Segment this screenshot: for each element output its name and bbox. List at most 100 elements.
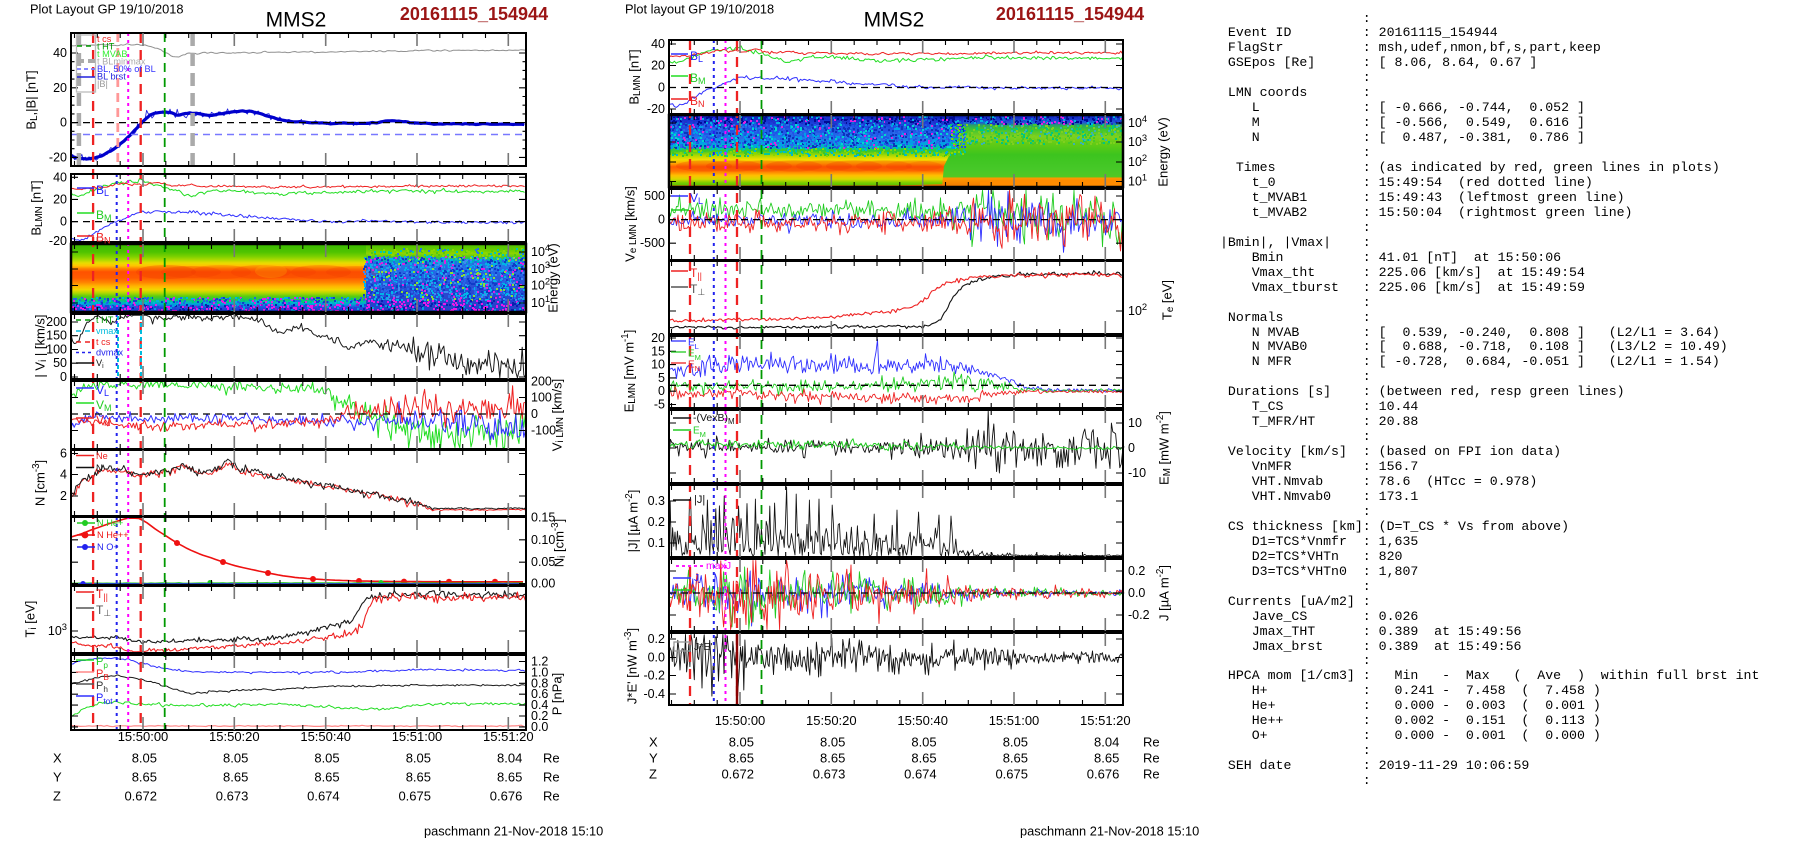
svg-text:20: 20 — [53, 192, 67, 206]
svg-text:0.05: 0.05 — [531, 555, 555, 569]
svg-text:Re: Re — [1143, 767, 1160, 782]
svg-text:100: 100 — [46, 343, 67, 357]
svg-text:8.05: 8.05 — [314, 751, 339, 766]
svg-text:0.672: 0.672 — [721, 767, 754, 782]
svg-text:8.05: 8.05 — [820, 735, 845, 750]
svg-text:15:51:00: 15:51:00 — [989, 713, 1040, 728]
svg-text:2: 2 — [60, 489, 67, 503]
svg-text:Vi LMN​ [km/s]: Vi LMN​ [km/s] — [550, 379, 566, 451]
svg-text:P [nPa]: P [nPa] — [550, 673, 565, 715]
svg-text:0.2: 0.2 — [648, 632, 665, 646]
svg-text:maxJ: maxJ — [706, 560, 731, 572]
svg-text:0: 0 — [658, 81, 665, 95]
svg-text:X: X — [649, 735, 658, 750]
svg-text:8.65: 8.65 — [223, 770, 248, 785]
svg-text:-20: -20 — [647, 102, 665, 116]
svg-text:Energy (eV): Energy (eV) — [546, 243, 561, 312]
svg-text:8.65: 8.65 — [729, 751, 754, 766]
svg-text:0: 0 — [531, 407, 538, 421]
svg-text:0: 0 — [60, 116, 67, 130]
svg-text:|J|: |J| — [694, 494, 705, 506]
svg-text:8.65: 8.65 — [911, 751, 936, 766]
svg-text:0.6: 0.6 — [531, 687, 548, 701]
svg-text:paschmann 21-Nov-2018 15:10: paschmann 21-Nov-2018 15:10 — [1020, 824, 1199, 839]
svg-text:0: 0 — [658, 384, 665, 398]
svg-text:Ptot​: Ptot​ — [96, 692, 113, 706]
svg-text:t BLminmax: t BLminmax — [97, 57, 146, 67]
svg-text:200: 200 — [531, 375, 552, 389]
svg-text:15: 15 — [651, 344, 665, 358]
svg-text:0.673: 0.673 — [216, 789, 249, 804]
svg-text:ELMN​ [mV m-1​]: ELMN​ [mV m-1​] — [620, 330, 638, 413]
svg-text:BN​: BN​ — [96, 231, 111, 246]
svg-text:BM​: BM​ — [690, 71, 706, 86]
svg-text:Re: Re — [543, 789, 560, 804]
svg-text:t cs: t cs — [96, 337, 111, 347]
svg-text:15:50:20: 15:50:20 — [806, 713, 857, 728]
svg-text:N [cm-3​]: N [cm-3​] — [31, 460, 48, 506]
svg-text:N He+: N He+ — [97, 518, 123, 528]
svg-text:BL, 50% of BL: BL, 50% of BL — [97, 64, 156, 74]
svg-text:BL​: BL​ — [690, 49, 703, 64]
svg-text:-0.4: -0.4 — [643, 687, 665, 701]
svg-text:103​: 103​ — [1128, 133, 1147, 149]
svg-text:T⊥​: T⊥​ — [690, 282, 705, 297]
svg-text:EM​: EM​ — [688, 349, 701, 362]
svg-text:200: 200 — [46, 315, 67, 329]
svg-text:X: X — [53, 751, 62, 766]
svg-text:20161115_154944: 20161115_154944 — [400, 4, 548, 24]
svg-text:15:50:20: 15:50:20 — [209, 729, 260, 744]
svg-text:0.3: 0.3 — [648, 494, 665, 508]
svg-text:N He++: N He++ — [97, 530, 129, 540]
svg-text:8.05: 8.05 — [1003, 735, 1028, 750]
svg-text:EN​: EN​ — [688, 360, 700, 373]
svg-text:paschmann 21-Nov-2018 15:10: paschmann 21-Nov-2018 15:10 — [424, 824, 603, 839]
svg-text:0.674: 0.674 — [307, 789, 340, 804]
svg-text:-100: -100 — [531, 424, 556, 438]
svg-text:0.10: 0.10 — [531, 533, 555, 547]
svg-text:t HT: t HT — [97, 42, 115, 52]
svg-text:N O+: N O+ — [97, 542, 119, 552]
svg-text:15:50:00: 15:50:00 — [715, 713, 766, 728]
svg-text:MMS2: MMS2 — [266, 9, 327, 32]
svg-text:0: 0 — [60, 370, 67, 384]
svg-text:0: 0 — [1128, 441, 1135, 455]
svg-text:0.15: 0.15 — [531, 511, 555, 525]
svg-text:Re: Re — [543, 770, 560, 785]
svg-text:Plot layout GP 19/10/2018: Plot layout GP 19/10/2018 — [625, 2, 774, 17]
svg-text:EM​ [mW m-2​]: EM​ [mW m-2​] — [1155, 411, 1173, 485]
svg-text:J: J — [694, 572, 699, 584]
svg-text:Te​ [eV]: Te​ [eV] — [1160, 280, 1176, 320]
svg-text:15:50:40: 15:50:40 — [300, 729, 351, 744]
svg-text:100: 100 — [531, 391, 552, 405]
svg-text:0.2: 0.2 — [531, 709, 548, 723]
svg-text:20: 20 — [651, 59, 665, 73]
svg-text:102​: 102​ — [1128, 153, 1147, 169]
svg-text:0.674: 0.674 — [904, 767, 937, 782]
svg-text:103​: 103​ — [48, 622, 67, 638]
svg-text:T||​: T||​ — [96, 587, 108, 602]
svg-text:15:51:20: 15:51:20 — [483, 729, 534, 744]
svg-text:0.2: 0.2 — [648, 515, 665, 529]
svg-text:1.2: 1.2 — [531, 655, 548, 669]
svg-text:0: 0 — [658, 213, 665, 227]
svg-text:-20: -20 — [49, 150, 67, 164]
svg-text:15:51:00: 15:51:00 — [392, 729, 443, 744]
svg-text:t MVAB: t MVAB — [97, 49, 127, 59]
svg-text:8.65: 8.65 — [820, 751, 845, 766]
svg-text:50: 50 — [53, 356, 67, 370]
svg-text:40: 40 — [53, 170, 67, 184]
svg-text:0.675: 0.675 — [995, 767, 1028, 782]
svg-text:8.65: 8.65 — [1094, 751, 1119, 766]
svg-text:0.8: 0.8 — [531, 676, 548, 690]
svg-text:Re: Re — [1143, 735, 1160, 750]
svg-text:8.65: 8.65 — [406, 770, 431, 785]
svg-text:-(VexB)M​: -(VexB)M​ — [693, 412, 735, 426]
svg-text:4: 4 — [60, 468, 67, 482]
svg-text:0.676: 0.676 — [1087, 767, 1120, 782]
svg-text:0.1: 0.1 — [648, 536, 665, 550]
svg-text:101​: 101​ — [1128, 173, 1147, 189]
svg-text:15:50:00: 15:50:00 — [118, 729, 169, 744]
svg-text:0.0: 0.0 — [648, 651, 665, 665]
svg-text:BLMN​ [nT]: BLMN​ [nT] — [627, 49, 643, 104]
